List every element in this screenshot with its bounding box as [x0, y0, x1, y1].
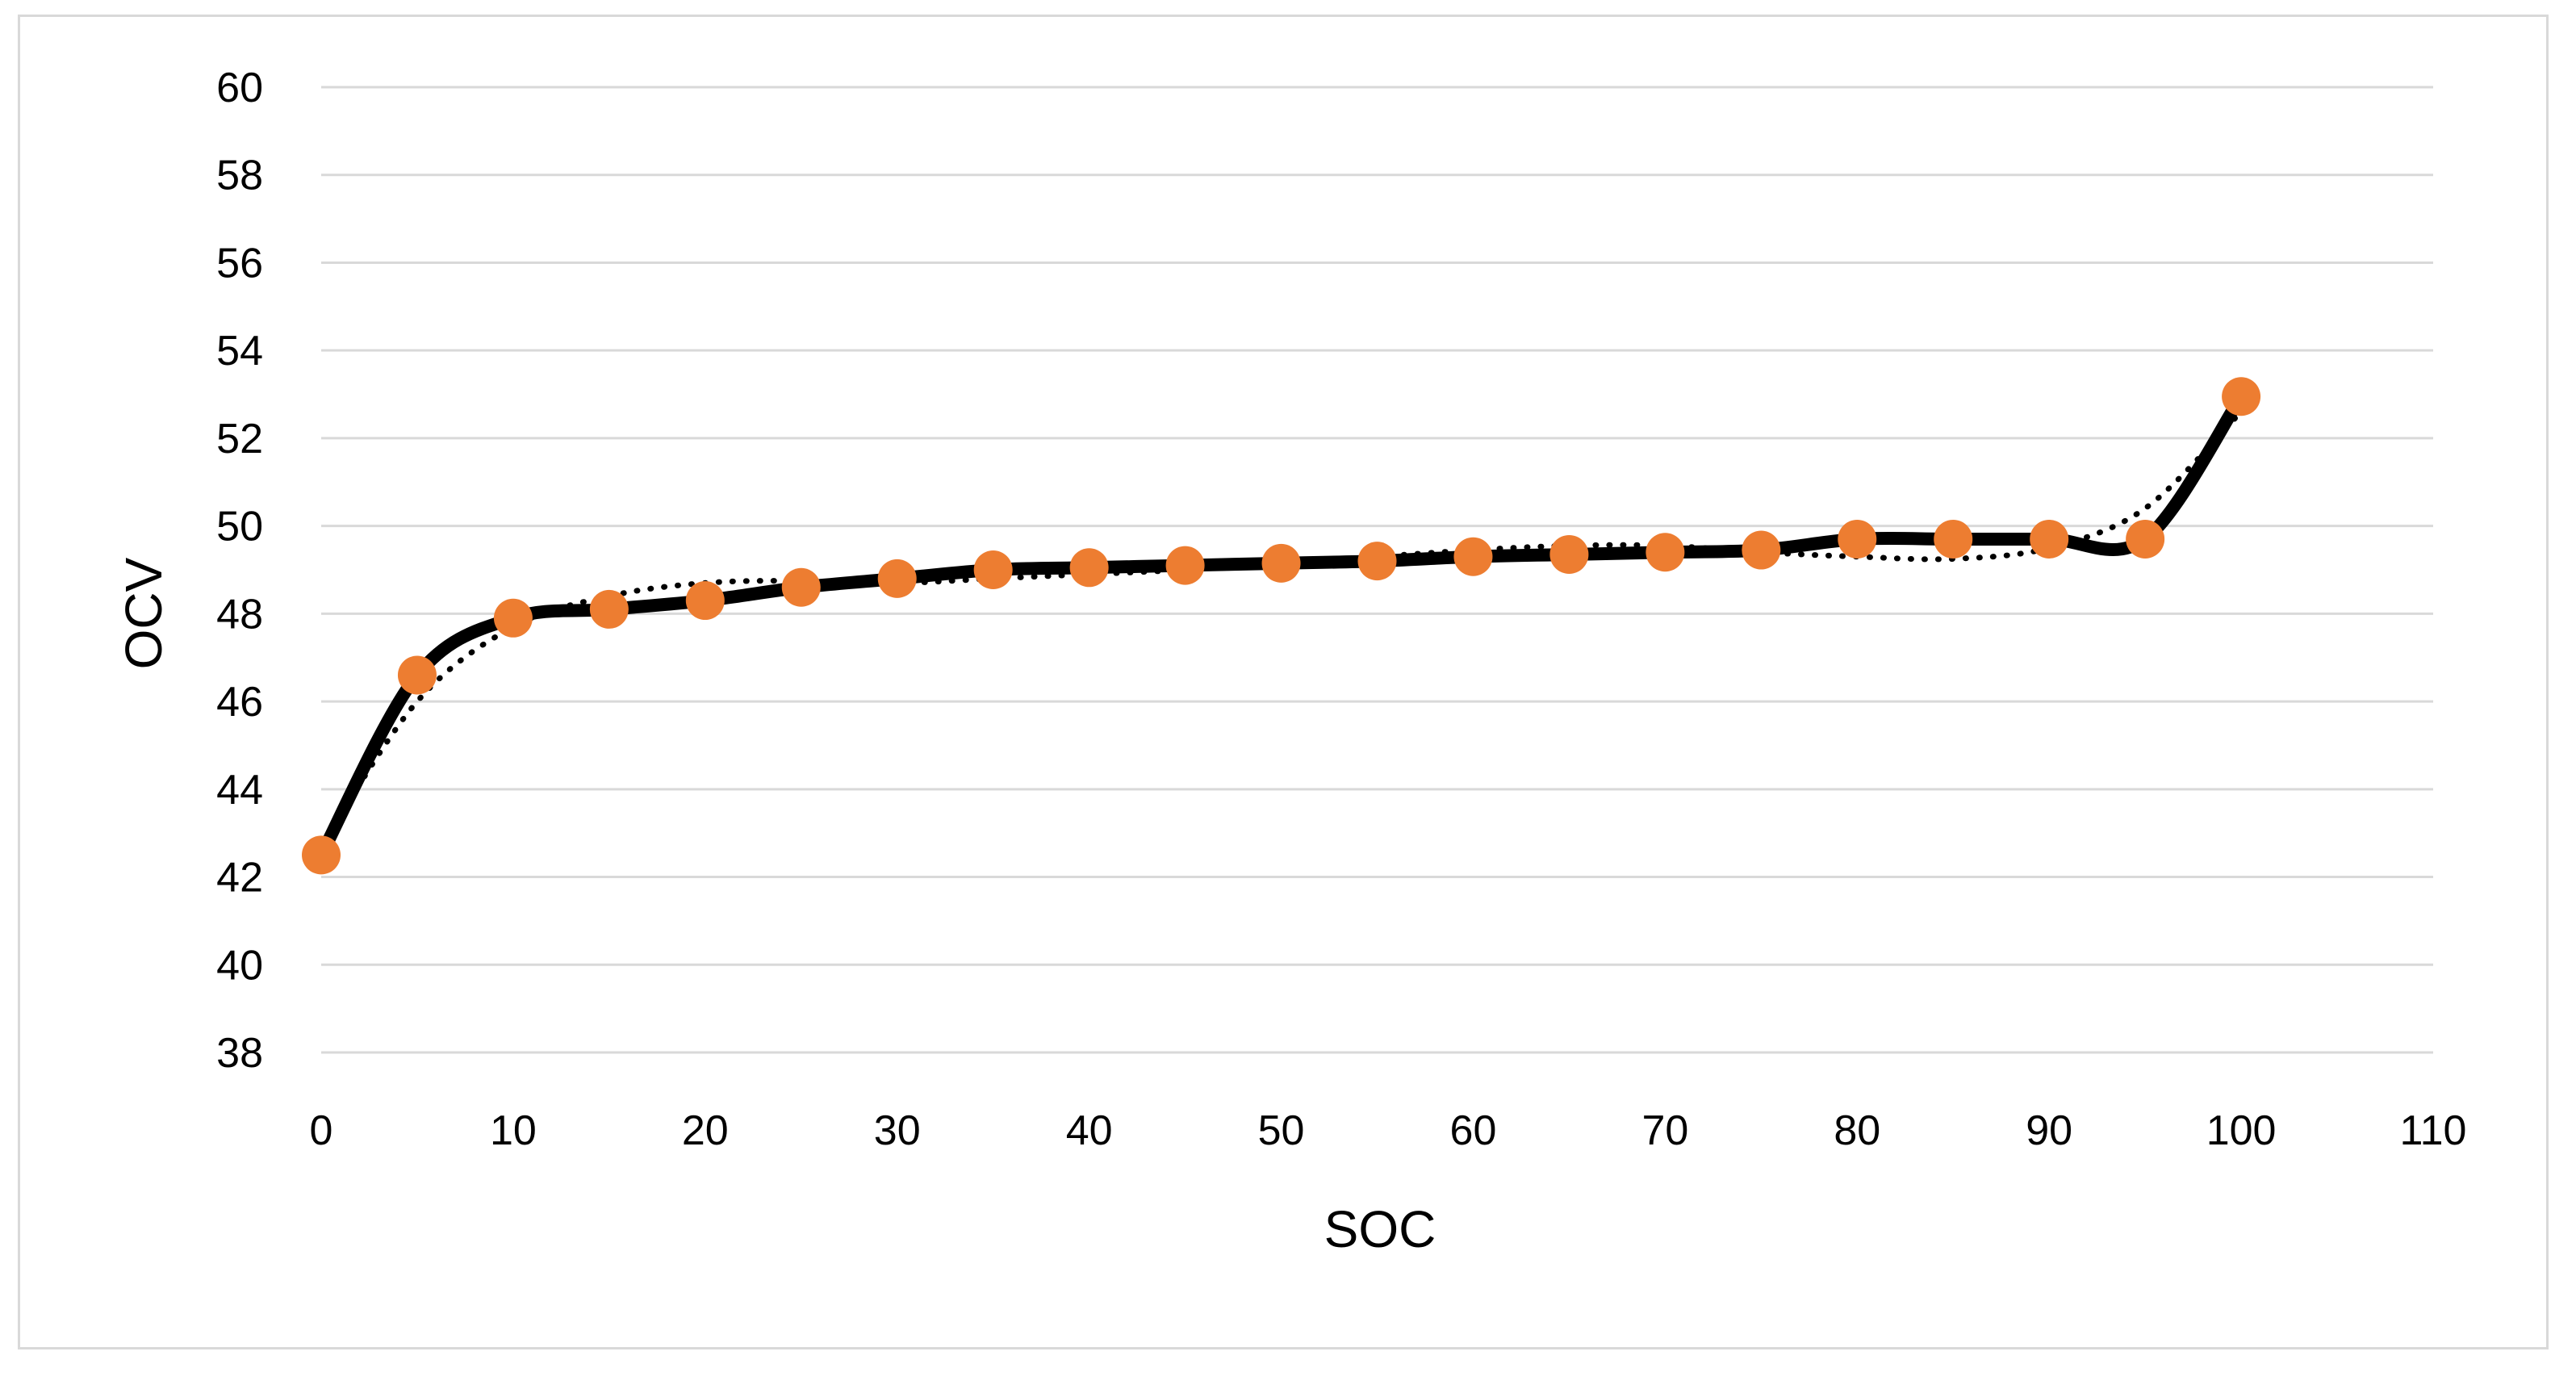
- y-tick-label: 56: [216, 240, 263, 287]
- x-tick-label: 40: [1066, 1107, 1113, 1154]
- y-tick-label: 38: [216, 1030, 263, 1077]
- x-axis-title: SOC: [1324, 1200, 1436, 1258]
- data-point: [1165, 546, 1205, 585]
- data-point: [1357, 542, 1397, 581]
- data-point: [685, 581, 725, 621]
- x-tick-label: 70: [1641, 1107, 1688, 1154]
- y-tick-label: 58: [216, 153, 263, 199]
- series-trendline-dotted: [318, 408, 2244, 849]
- x-tick-label: 20: [682, 1107, 729, 1154]
- data-point: [973, 550, 1013, 589]
- x-tick-labels: 0 10 20 30 40 50 60 70 80 90 100 110: [310, 1107, 2467, 1154]
- y-tick-label: 40: [216, 942, 263, 989]
- data-point: [2222, 377, 2261, 416]
- x-tick-label: 0: [310, 1107, 333, 1154]
- y-tick-labels: 38 40 42 44 46 48 50 52 54 56 58 60: [216, 65, 263, 1077]
- data-point: [1646, 533, 1685, 572]
- y-tick-label: 42: [216, 855, 263, 902]
- data-point: [1453, 537, 1493, 576]
- data-point: [302, 835, 341, 875]
- x-tick-label: 100: [2206, 1107, 2277, 1154]
- x-tick-label: 90: [2026, 1107, 2072, 1154]
- x-tick-label: 60: [1450, 1107, 1497, 1154]
- data-point: [1838, 519, 1877, 559]
- x-tick-label: 110: [2400, 1107, 2467, 1154]
- y-tick-label: 54: [216, 328, 263, 374]
- data-point: [1261, 543, 1301, 583]
- x-tick-label: 30: [874, 1107, 921, 1154]
- data-point: [1069, 548, 1109, 588]
- data-point: [2030, 519, 2069, 559]
- y-axis-title: OCV: [115, 557, 173, 669]
- data-point: [589, 589, 629, 629]
- y-tick-label: 52: [216, 416, 263, 462]
- data-point: [1934, 519, 1973, 559]
- data-point: [781, 567, 821, 607]
- data-point: [397, 655, 437, 695]
- data-point: [2126, 519, 2165, 559]
- x-tick-label: 50: [1258, 1107, 1305, 1154]
- gridlines: [321, 86, 2433, 1054]
- y-tick-label: 44: [216, 767, 263, 814]
- data-point: [493, 598, 533, 638]
- y-tick-label: 50: [216, 504, 263, 550]
- x-tick-label: 10: [490, 1107, 537, 1154]
- y-tick-label: 46: [216, 679, 263, 726]
- data-point: [1742, 530, 1781, 570]
- y-tick-label: 48: [216, 591, 263, 638]
- y-tick-label: 60: [216, 65, 263, 111]
- data-point: [1549, 534, 1589, 574]
- chart-frame: [18, 15, 2549, 1349]
- series-layer: [302, 377, 2261, 875]
- data-point: [877, 559, 917, 598]
- x-tick-label: 80: [1834, 1107, 1880, 1154]
